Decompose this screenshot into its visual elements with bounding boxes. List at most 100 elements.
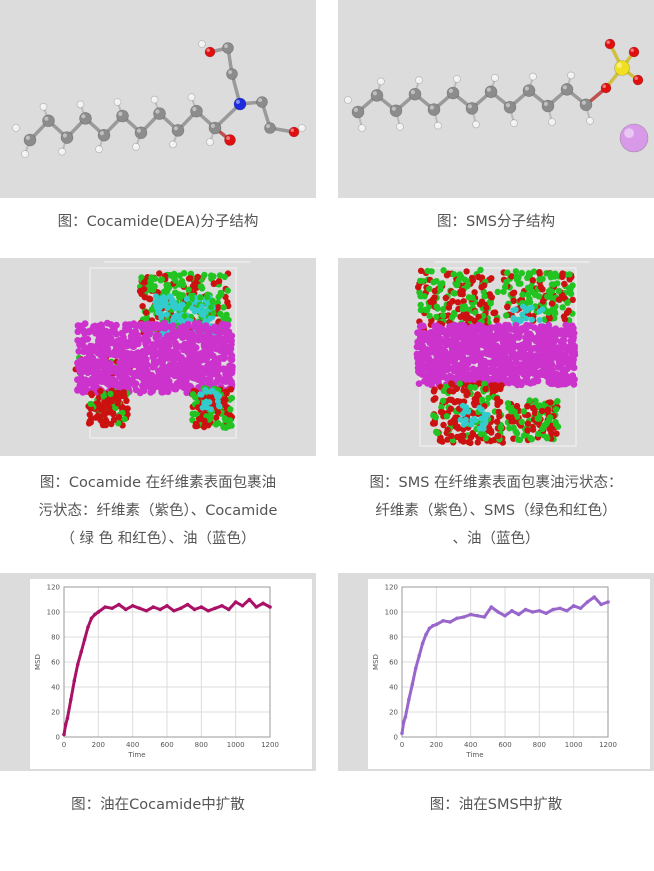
particle [99,421,107,429]
y-axis-label: MSD [372,654,380,670]
particle [190,323,198,331]
particle [79,386,87,394]
particle [227,386,235,393]
particle [172,305,179,312]
particle [435,335,442,343]
y-tick-label: 120 [47,584,60,592]
particle [538,407,546,415]
particle [497,398,504,406]
particle [194,373,201,380]
carbon-atom [427,103,441,116]
particle [228,356,236,364]
particle [459,287,466,295]
data-point [165,603,169,608]
cocamide-simulation-caption: 图：Cocamide 在纤维素表面包裹油 污状态：纤维素（紫色）、Cocamid… [38,475,278,547]
particle [103,319,111,327]
particle [511,327,519,334]
particle [78,368,85,376]
particle [553,378,561,386]
particle [108,398,115,405]
particle [449,418,456,425]
particle [88,390,95,397]
particle [156,270,163,277]
data-point [585,600,590,604]
particle [417,301,424,309]
particle [460,421,467,428]
particle [442,374,450,382]
carbon-atom [408,87,422,101]
particle [567,328,575,336]
particle [140,372,148,380]
particle [526,397,533,404]
particle [189,410,196,418]
particle [100,374,107,382]
particle [155,376,163,384]
particle [545,331,553,339]
particle [218,291,225,298]
data-point [413,666,418,671]
particle [520,408,527,415]
data-point [82,637,87,642]
particle [145,372,153,380]
data-point [206,608,210,613]
particle [449,381,456,388]
particle [168,298,175,305]
data-point [427,626,432,631]
particle [197,294,204,301]
particle [437,408,445,416]
particle [206,399,213,406]
particle [481,380,488,388]
particle [463,268,470,275]
particle [551,315,558,322]
particle [439,397,447,404]
hydrogen-atom [206,138,214,146]
particle [170,361,178,369]
particle [454,281,461,288]
particle [541,422,548,429]
particle [200,423,208,431]
particle [120,334,127,341]
particle [454,433,461,441]
data-point [558,606,562,611]
particle [201,271,208,279]
particle [142,340,150,348]
y-tick-label: 100 [47,609,60,617]
particle [530,268,538,275]
particle [117,374,125,381]
particle [504,400,512,407]
particle [124,411,131,418]
cocamide-structure-image [0,0,316,198]
cocamide-molecule [12,40,306,158]
cocamide-simulation-image [0,258,316,456]
particle [121,415,128,423]
particle [148,347,156,355]
particle [146,330,154,338]
particle [210,324,218,332]
particle [525,351,533,359]
hydrogen-atom [510,119,518,127]
particle [545,309,552,316]
particle [483,325,490,333]
particle [467,383,474,391]
particle [109,324,117,332]
particle [552,420,560,428]
particle [468,421,475,428]
particle [228,341,235,348]
carbon-atom [226,68,238,80]
particle [176,291,183,298]
particle [492,324,500,331]
particle [189,391,197,398]
particle [140,377,148,384]
hydrogen-atom [39,103,48,111]
particle [442,294,449,302]
particle [153,332,160,340]
particle [476,301,484,308]
data-point [268,605,272,609]
particle [163,311,170,318]
particle [531,345,539,352]
data-point [420,641,425,646]
data-point [441,618,445,623]
carbon-atom [222,42,234,54]
data-point [117,602,121,607]
particle [460,322,468,330]
